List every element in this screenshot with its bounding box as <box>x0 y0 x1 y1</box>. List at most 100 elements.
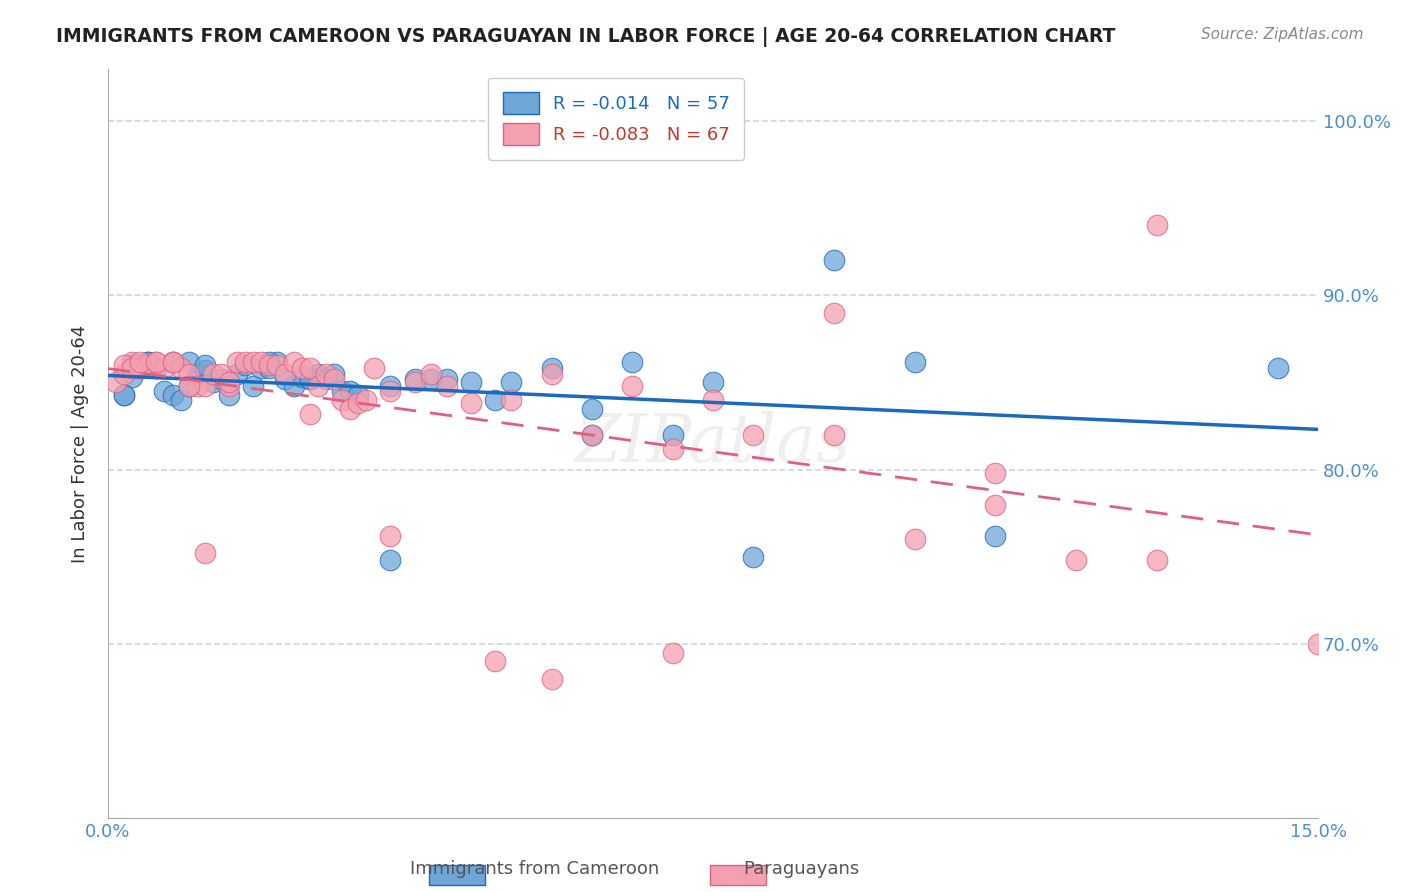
Point <box>259 354 281 368</box>
Point <box>153 384 176 399</box>
Point <box>266 358 288 372</box>
Text: Immigrants from Cameroon: Immigrants from Cameroon <box>409 860 659 878</box>
Point <box>460 376 482 390</box>
Point <box>233 354 256 368</box>
Point <box>621 354 644 368</box>
Point <box>501 376 523 390</box>
Text: Paraguayans: Paraguayans <box>744 860 859 878</box>
Point <box>242 379 264 393</box>
Point <box>307 367 329 381</box>
Point <box>266 354 288 368</box>
Point <box>298 372 321 386</box>
Point <box>274 367 297 381</box>
Point <box>621 379 644 393</box>
Point <box>354 392 377 407</box>
Point <box>112 387 135 401</box>
Point <box>186 379 208 393</box>
Point <box>315 367 337 381</box>
Point <box>823 253 845 268</box>
Point <box>194 379 217 393</box>
Point <box>129 354 152 368</box>
Point <box>112 367 135 381</box>
Point <box>484 392 506 407</box>
Point <box>226 354 249 368</box>
Point <box>283 354 305 368</box>
Point <box>145 354 167 368</box>
Point <box>904 354 927 368</box>
Point <box>129 358 152 372</box>
Point <box>501 392 523 407</box>
Point <box>105 376 128 390</box>
Point <box>904 533 927 547</box>
Point <box>129 361 152 376</box>
Point <box>194 358 217 372</box>
Point <box>380 379 402 393</box>
Point <box>194 363 217 377</box>
Point <box>460 396 482 410</box>
Point <box>201 376 224 390</box>
Point <box>136 354 159 368</box>
Point <box>436 372 458 386</box>
Point <box>291 361 314 376</box>
Point <box>169 392 191 407</box>
Point <box>177 354 200 368</box>
Text: IMMIGRANTS FROM CAMEROON VS PARAGUAYAN IN LABOR FORCE | AGE 20-64 CORRELATION CH: IMMIGRANTS FROM CAMEROON VS PARAGUAYAN I… <box>56 27 1115 46</box>
Point <box>121 370 143 384</box>
Point <box>121 354 143 368</box>
Point <box>347 396 370 410</box>
Point <box>298 372 321 386</box>
Point <box>1064 553 1087 567</box>
Point <box>339 401 361 416</box>
Y-axis label: In Labor Force | Age 20-64: In Labor Force | Age 20-64 <box>72 325 89 563</box>
Point <box>226 367 249 381</box>
Point <box>121 358 143 372</box>
Point <box>209 367 232 381</box>
Point <box>291 370 314 384</box>
Point <box>661 646 683 660</box>
Point <box>823 427 845 442</box>
Point <box>298 361 321 376</box>
Point <box>581 401 603 416</box>
Point <box>218 376 240 390</box>
Point <box>1146 553 1168 567</box>
Point <box>218 379 240 393</box>
Point <box>330 392 353 407</box>
Point <box>322 372 344 386</box>
Point <box>581 427 603 442</box>
Point <box>283 379 305 393</box>
Point <box>145 361 167 376</box>
Point <box>484 655 506 669</box>
Point <box>702 392 724 407</box>
Point <box>112 358 135 372</box>
Point <box>540 367 562 381</box>
Point <box>136 358 159 372</box>
Point <box>404 376 426 390</box>
Point <box>984 529 1007 543</box>
Point <box>177 379 200 393</box>
Point <box>322 367 344 381</box>
Point <box>984 498 1007 512</box>
Point <box>661 442 683 456</box>
Point <box>330 384 353 399</box>
Point <box>742 549 765 564</box>
Point <box>419 372 441 386</box>
Text: ZIPatlas: ZIPatlas <box>575 411 851 476</box>
Point <box>347 387 370 401</box>
Point <box>162 354 184 368</box>
Point <box>436 379 458 393</box>
Point <box>307 379 329 393</box>
Point <box>209 372 232 386</box>
Point <box>404 372 426 386</box>
Point <box>1267 361 1289 376</box>
Point <box>121 361 143 376</box>
Point <box>1308 637 1330 651</box>
Point <box>702 376 724 390</box>
Point <box>250 354 273 368</box>
Point <box>380 529 402 543</box>
Point <box>540 361 562 376</box>
Text: Source: ZipAtlas.com: Source: ZipAtlas.com <box>1201 27 1364 42</box>
Point <box>540 672 562 686</box>
Point <box>298 407 321 421</box>
Point <box>259 361 281 376</box>
Legend: R = -0.014   N = 57, R = -0.083   N = 67: R = -0.014 N = 57, R = -0.083 N = 67 <box>488 78 744 160</box>
